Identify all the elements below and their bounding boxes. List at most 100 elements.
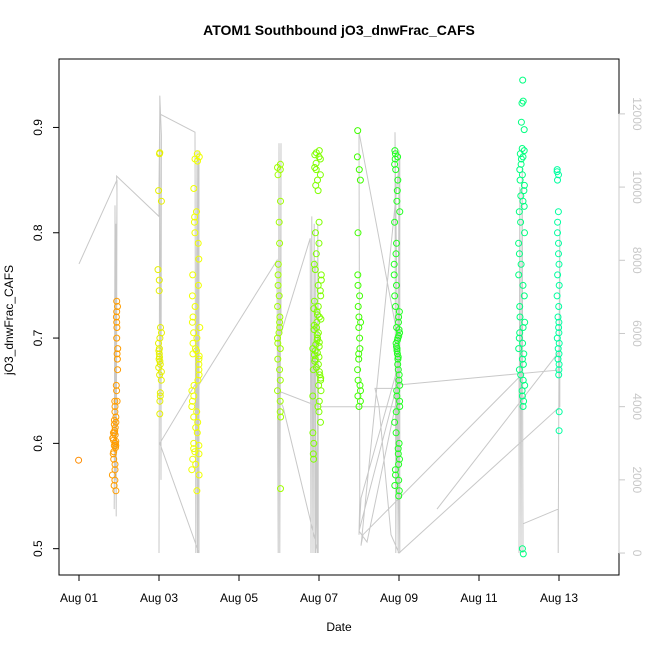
data-point [194, 157, 201, 165]
data-point [391, 155, 399, 163]
data-point [395, 308, 403, 316]
data-point [156, 397, 164, 405]
data-point [393, 347, 401, 355]
data-point [555, 366, 563, 374]
data-point [519, 550, 527, 558]
data-point [155, 287, 163, 295]
y-tick-label: 0.5 [31, 540, 45, 557]
data-point [276, 345, 284, 353]
data-point [276, 397, 284, 405]
data-point [311, 151, 319, 159]
data-point [155, 187, 163, 195]
data-point [195, 371, 203, 379]
data-point [314, 403, 322, 410]
data-point [518, 545, 526, 553]
data-point [190, 413, 198, 421]
data-point [277, 197, 284, 205]
data-point [395, 439, 403, 447]
data-point [193, 429, 201, 437]
data-point [317, 374, 325, 382]
data-point [355, 355, 363, 363]
data-point [193, 334, 201, 342]
data-point [194, 376, 202, 384]
data-point [113, 297, 121, 305]
data-point [110, 455, 118, 463]
data-point [555, 171, 562, 179]
data-point [392, 429, 400, 437]
data-point [309, 392, 317, 400]
data-point [156, 389, 164, 397]
data-point [396, 381, 404, 389]
data-point [312, 250, 320, 258]
data-point [519, 339, 527, 347]
data-point [391, 292, 399, 300]
data-point [276, 313, 284, 321]
data-point [277, 485, 284, 493]
data-point [111, 429, 118, 437]
data-point [189, 271, 197, 279]
data-point [317, 276, 325, 284]
x-tick-label: Aug 11 [460, 591, 497, 605]
x-tick-label: Aug 13 [540, 591, 578, 605]
data-point [518, 387, 526, 395]
data-point [392, 250, 400, 258]
data-point [75, 456, 83, 464]
data-point [189, 350, 197, 358]
data-point [516, 176, 524, 184]
data-point [391, 466, 399, 474]
data-point [113, 387, 121, 395]
data-point [114, 366, 122, 374]
data-point [354, 303, 362, 310]
x-tick-label: Aug 07 [300, 591, 338, 605]
data-point [275, 292, 283, 300]
data-point [112, 313, 120, 321]
data-point [194, 239, 202, 247]
chart-title: ATOM1 Southbound jO3_dnwFrac_CAFS [203, 22, 475, 38]
data-point [310, 260, 318, 268]
data-point [396, 403, 404, 410]
data-point [310, 297, 318, 305]
data-point [195, 352, 203, 360]
y2-tick-label: 0 [630, 550, 644, 557]
data-point [309, 429, 317, 437]
data-point [314, 303, 322, 310]
data-point [396, 397, 404, 405]
data-point [316, 171, 324, 179]
data-point [274, 355, 282, 363]
y-tick-label: 0.6 [31, 435, 45, 452]
data-point [520, 181, 528, 189]
plot-frame [58, 58, 620, 576]
x-axis: Aug 01 Aug 03 Aug 05 Aug 07 Aug 09 Aug 11 Aug … [60, 574, 578, 605]
data-point [188, 466, 196, 474]
data-point [354, 271, 362, 279]
x-tick-label: Aug 09 [380, 591, 418, 605]
data-point [191, 448, 199, 456]
data-point [156, 357, 164, 365]
data-point [310, 321, 318, 329]
data-point [519, 153, 527, 161]
data-point [190, 392, 198, 400]
data-point [519, 197, 527, 205]
data-point [310, 439, 318, 447]
data-point [354, 229, 362, 237]
data-point [554, 345, 562, 353]
data-point [555, 318, 563, 326]
y-tick-label: 0.9 [31, 119, 45, 136]
data-point [555, 281, 563, 289]
data-point [521, 229, 528, 237]
data-point [188, 403, 196, 410]
data-point [391, 482, 399, 489]
data-point [274, 271, 282, 279]
data-point [553, 166, 561, 174]
data-point [113, 324, 121, 331]
data-point [353, 153, 361, 161]
data-point [355, 166, 363, 174]
data-point [555, 260, 563, 268]
data-point [394, 366, 402, 374]
data-point [355, 403, 363, 410]
data-point [355, 350, 363, 358]
data-point [555, 339, 563, 347]
data-point [113, 308, 121, 316]
y-tick-label: 0.7 [31, 329, 45, 346]
data-point [519, 76, 527, 84]
